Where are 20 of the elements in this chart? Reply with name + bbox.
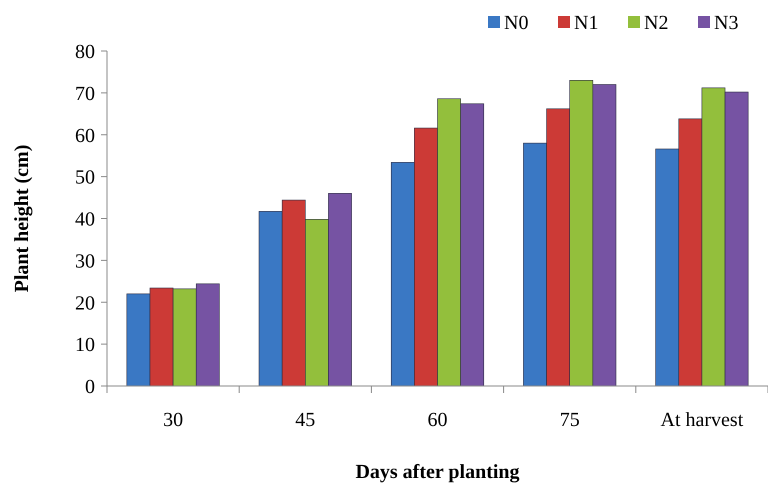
y-tick-label: 20	[75, 292, 95, 314]
y-tick-label: 40	[75, 208, 95, 230]
x-tick-label: 45	[295, 409, 316, 431]
y-tick-label: 80	[75, 41, 95, 63]
legend-label: N2	[644, 12, 668, 34]
legend-label: N3	[714, 12, 738, 34]
y-tick-label: 50	[75, 166, 95, 189]
legend-label: N0	[504, 12, 528, 34]
x-tick-label: At harvest	[660, 409, 744, 431]
y-tick-label: 70	[75, 82, 95, 105]
y-tick-label: 60	[75, 124, 95, 147]
x-tick-label: 60	[428, 409, 448, 431]
x-tick-label: 30	[163, 409, 184, 431]
y-tick-label: 30	[75, 250, 95, 272]
y-tick-label: 10	[75, 334, 95, 356]
y-tick-label: 0	[85, 376, 95, 398]
x-axis-title: Days after planting	[355, 461, 520, 483]
legend-label: N1	[574, 12, 598, 34]
x-tick-label: 75	[560, 409, 580, 431]
y-axis-title: Plant height (cm)	[11, 144, 33, 292]
